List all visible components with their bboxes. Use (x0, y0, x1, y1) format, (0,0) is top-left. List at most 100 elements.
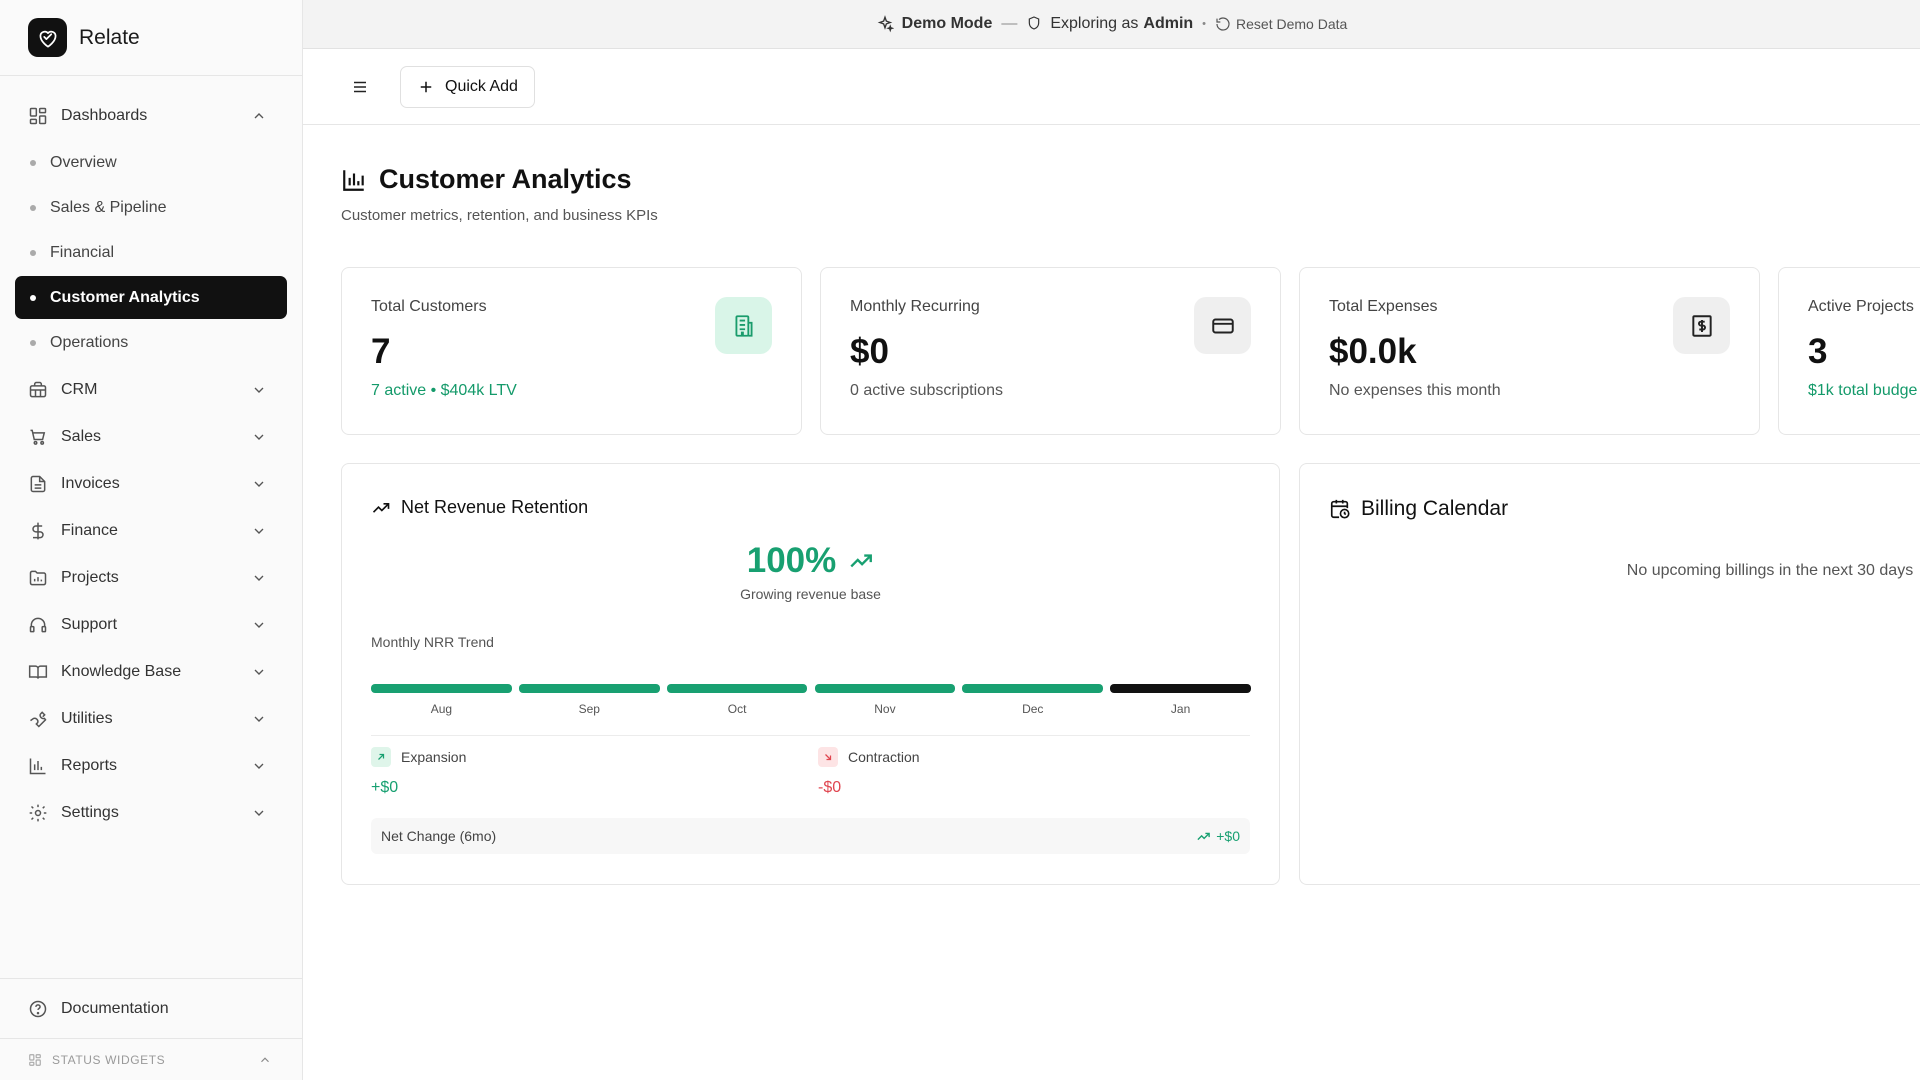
chevron-down-icon (251, 711, 267, 727)
page-subtitle: Customer metrics, retention, and busines… (341, 207, 658, 224)
building-icon (715, 297, 772, 354)
sidebar-group-label: Dashboards (61, 106, 148, 124)
chevron-down-icon (251, 664, 267, 680)
billing-empty-message: No upcoming billings in the next 30 days (1626, 562, 1914, 579)
sidebar-group-finance[interactable]: Finance (15, 507, 287, 554)
documentation-link[interactable]: Documentation (0, 978, 302, 1038)
kpi-footer: 0 active subscriptions (850, 382, 1003, 399)
sidebar-group-label: Invoices (61, 474, 120, 492)
sidebar-group-knowledge-base[interactable]: Knowledge Base (15, 648, 287, 695)
demo-mode-banner: Demo Mode — Exploring as Admin • Reset D… (303, 0, 1920, 49)
sidebar-item-label: Financial (50, 243, 115, 261)
exploring-prefix: Exploring as (1050, 15, 1139, 32)
layout-grid-icon (28, 1053, 42, 1067)
banner-separator: • (1202, 18, 1207, 30)
sidebar-group-support[interactable]: Support (15, 601, 287, 648)
menu-toggle-button[interactable] (345, 72, 375, 102)
top-toolbar: Quick Add (303, 49, 1920, 125)
rotate-ccw-icon (1215, 16, 1231, 32)
contraction-value: -$0 (818, 779, 842, 796)
sidebar-group-settings[interactable]: Settings (15, 789, 287, 836)
contraction-label-row: Contraction (818, 747, 920, 767)
kpi-label: Total Customers (371, 298, 487, 315)
sidebar-item-label: Overview (50, 153, 117, 171)
folder-chart-icon (28, 568, 48, 588)
sidebar-item-operations[interactable]: Operations (15, 321, 287, 364)
nrr-month-label: Dec (1022, 702, 1044, 716)
sidebar-group-projects[interactable]: Projects (15, 554, 287, 601)
billing-calendar-card: Billing Calendar No upcoming billings in… (1299, 463, 1920, 885)
kpi-card-monthly-recurring: Monthly Recurring $0 0 active subscripti… (820, 267, 1281, 435)
bar-chart-icon (341, 167, 367, 193)
nrr-trend-label: Monthly NRR Trend (371, 634, 494, 650)
logo-icon (28, 18, 67, 57)
nrr-trend-bar (814, 684, 956, 693)
sidebar-group-sales[interactable]: Sales (15, 413, 287, 460)
divider (371, 735, 1250, 736)
chevron-down-icon (251, 758, 267, 774)
sidebar-group-label: Support (61, 615, 118, 633)
sidebar-group-crm[interactable]: CRM (15, 366, 287, 413)
sidebar-group-label: Utilities (61, 709, 113, 727)
nrr-month-label: Jan (1170, 702, 1191, 716)
trending-up-icon (1196, 829, 1211, 844)
nrr-trend-bar (666, 684, 808, 693)
status-widgets-toggle[interactable]: STATUS WIDGETS (0, 1038, 302, 1080)
sidebar-group-label: Sales (61, 427, 102, 445)
net-change-label: Net Change (6mo) (381, 828, 497, 844)
document-icon (28, 474, 48, 494)
nrr-trend-bars (371, 684, 1251, 694)
nrr-card-title: Net Revenue Retention (371, 497, 588, 518)
sidebar-group-invoices[interactable]: Invoices (15, 460, 287, 507)
nrr-trend-bar (962, 684, 1104, 693)
kpi-value: 3 (1808, 332, 1828, 371)
bullet-dot (30, 249, 36, 256)
chevron-down-icon (251, 805, 267, 821)
shield-icon (1026, 15, 1044, 33)
plus-icon (417, 78, 435, 96)
chevron-down-icon (251, 429, 267, 445)
bullet-dot (30, 294, 36, 301)
contraction-metric: Contraction -$0 (818, 747, 920, 797)
billing-title-label: Billing Calendar (1361, 497, 1509, 520)
nrr-month-label: Aug (430, 702, 453, 716)
net-change-value: +$0 (1216, 828, 1240, 844)
sidebar-group-label: Finance (61, 521, 118, 539)
sidebar-group-reports[interactable]: Reports (15, 742, 287, 789)
nrr-month-label: Sep (578, 702, 600, 716)
nrr-trend-months: Aug Sep Oct Nov Dec Jan (371, 702, 1251, 718)
demo-mode-label: Demo Mode (901, 15, 993, 32)
credit-card-icon (1194, 297, 1251, 354)
contraction-label: Contraction (848, 749, 920, 765)
kpi-footer: $1k total budge (1808, 382, 1918, 399)
trending-up-icon (371, 498, 391, 518)
headphones-icon (28, 615, 48, 635)
quick-add-button[interactable]: Quick Add (400, 65, 535, 108)
banner-dash: — (1001, 15, 1018, 32)
expansion-metric: Expansion +$0 (371, 747, 466, 797)
chevron-down-icon (251, 617, 267, 633)
bullet-dot (30, 159, 36, 166)
sidebar-item-financial[interactable]: Financial (15, 231, 287, 274)
bar-chart-icon (28, 756, 48, 776)
bullet-dot (30, 339, 36, 346)
sidebar-group-dashboards[interactable]: Dashboards (15, 92, 287, 139)
kpi-footer: 7 active • $404k LTV (371, 382, 517, 399)
reset-demo-button[interactable]: Reset Demo Data (1215, 16, 1347, 32)
sidebar-group-utilities[interactable]: Utilities (15, 695, 287, 742)
kpi-label: Monthly Recurring (850, 298, 980, 315)
brand[interactable]: Relate (0, 0, 302, 76)
sidebar-footer: Documentation STATUS WIDGETS (0, 978, 302, 1080)
kpi-value: $0 (850, 332, 889, 371)
kpi-footer: No expenses this month (1329, 382, 1501, 399)
role-label: Admin (1143, 15, 1194, 32)
nrr-caption: Growing revenue base (740, 586, 881, 602)
sidebar-item-overview[interactable]: Overview (15, 141, 287, 184)
nrr-value: 100% (746, 541, 837, 580)
nrr-value-row: 100% (342, 541, 1279, 581)
sidebar-item-customer-analytics[interactable]: Customer Analytics (15, 276, 287, 319)
nrr-month-label: Oct (727, 702, 747, 716)
book-icon (28, 662, 48, 682)
nrr-trend-bar (371, 684, 512, 693)
sidebar-item-sales-pipeline[interactable]: Sales & Pipeline (15, 186, 287, 229)
